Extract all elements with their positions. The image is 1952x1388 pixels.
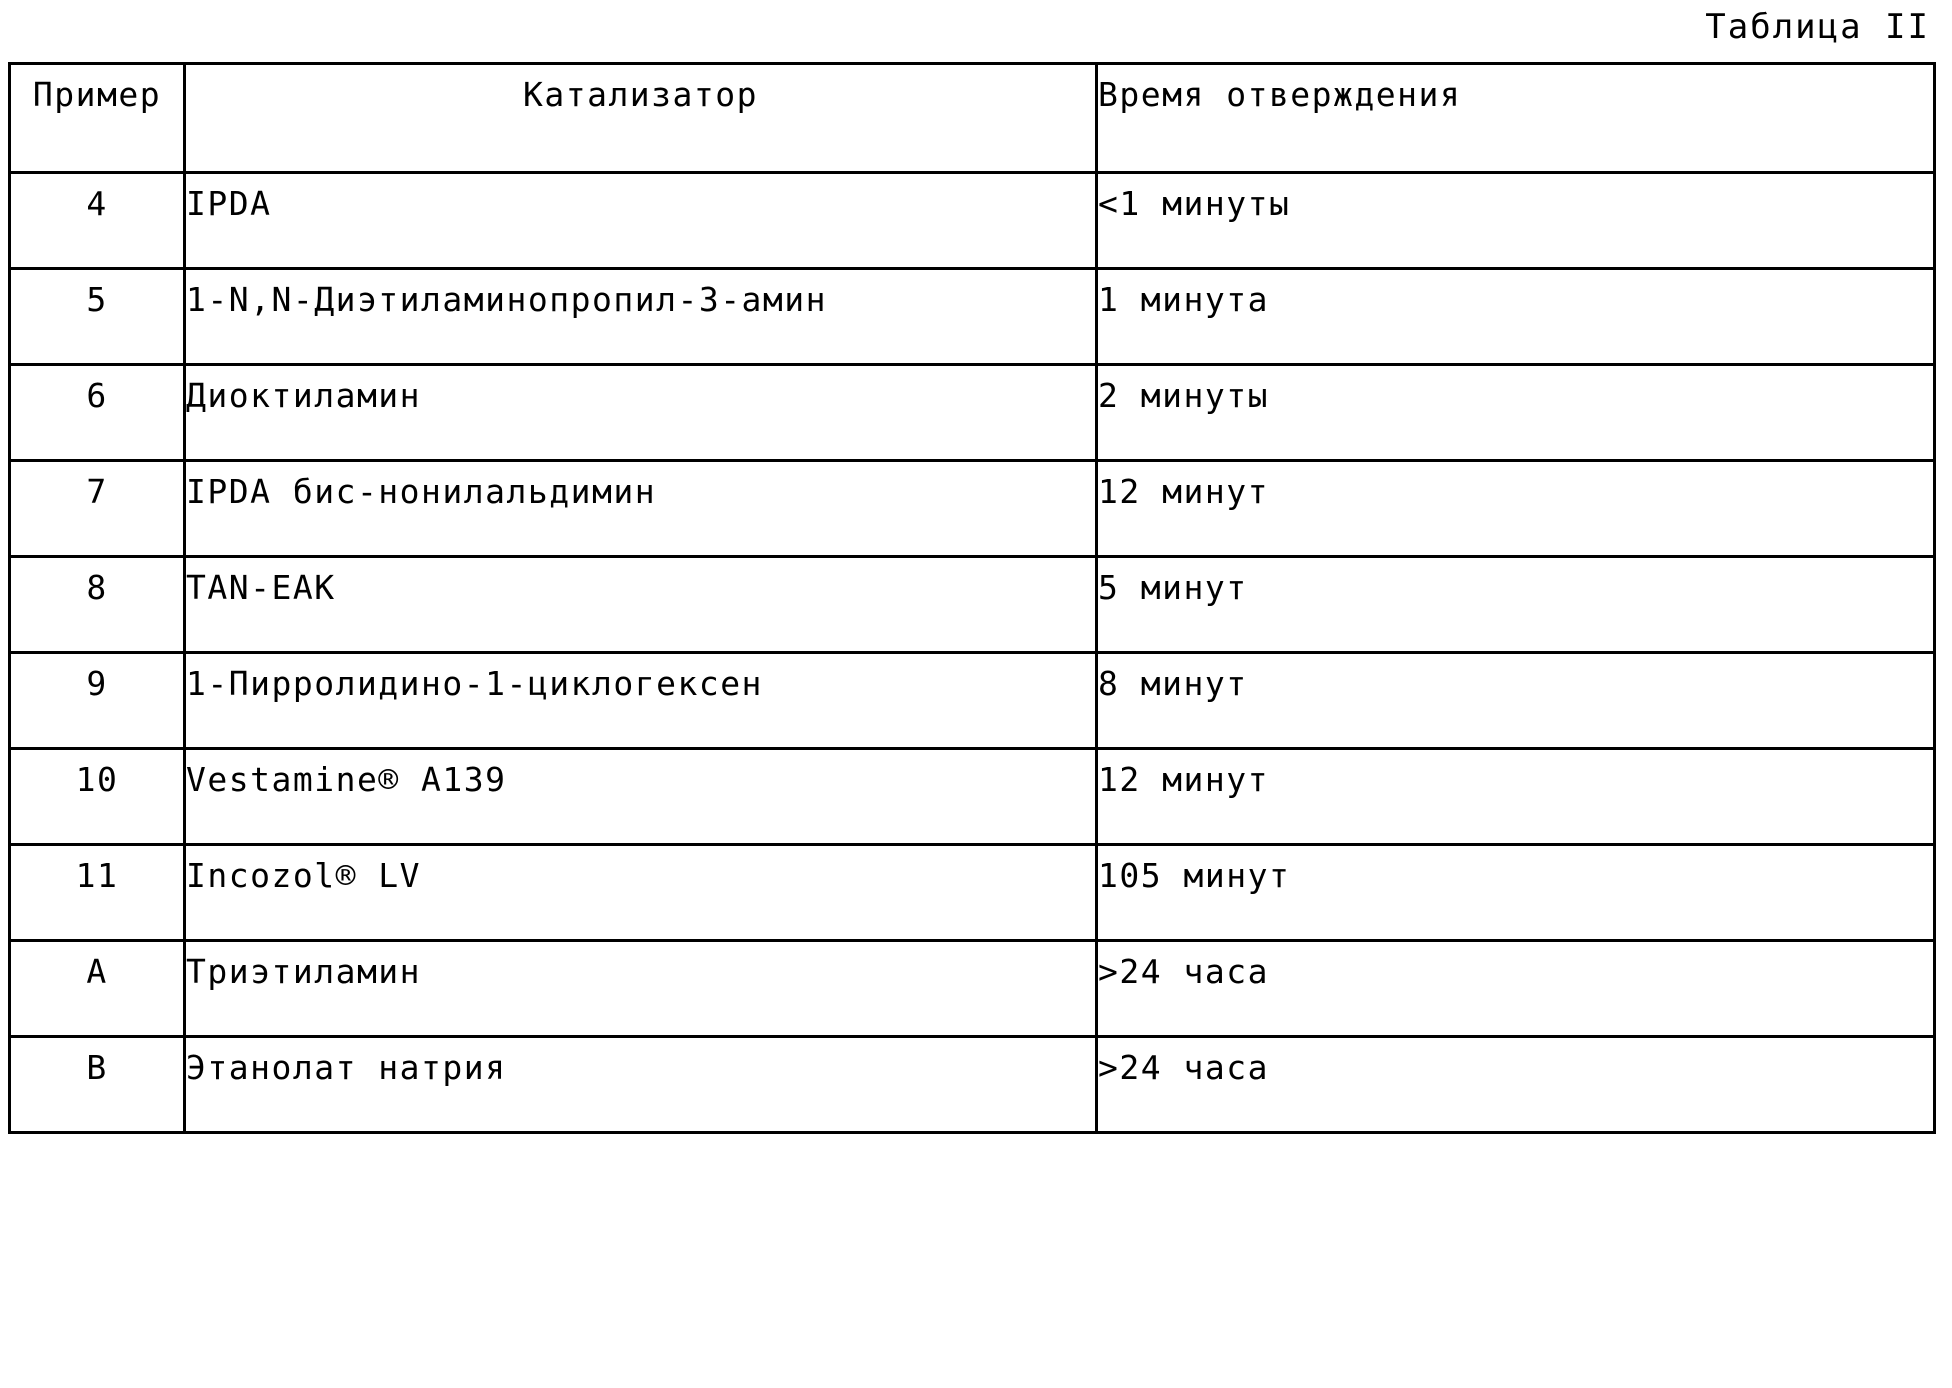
table-row: 10 Vestamine® A139 12 минут <box>10 749 1935 845</box>
cell-cure-time: 12 минут <box>1097 461 1935 557</box>
cell-example: 8 <box>10 557 185 653</box>
cell-example: 10 <box>10 749 185 845</box>
cell-cure-time: 8 минут <box>1097 653 1935 749</box>
column-header-cure-time: Время отверждения <box>1097 64 1935 173</box>
column-header-example: Пример <box>10 64 185 173</box>
cell-catalyst: IPDA бис-нонилальдимин <box>185 461 1097 557</box>
cell-cure-time: 2 минуты <box>1097 365 1935 461</box>
cell-example: B <box>10 1037 185 1133</box>
table-row: 9 1-Пирролидино-1-циклогексен 8 минут <box>10 653 1935 749</box>
cell-cure-time: 5 минут <box>1097 557 1935 653</box>
table-row: 11 Incozol® LV 105 минут <box>10 845 1935 941</box>
column-header-catalyst: Катализатор <box>185 64 1097 173</box>
cell-example: 5 <box>10 269 185 365</box>
table-header-row: Пример Катализатор Время отверждения <box>10 64 1935 173</box>
cell-example: 9 <box>10 653 185 749</box>
table-row: 8 TAN-EAK 5 минут <box>10 557 1935 653</box>
table-caption: Таблица II <box>0 6 1930 48</box>
cell-cure-time: 1 минута <box>1097 269 1935 365</box>
cell-example: 6 <box>10 365 185 461</box>
cell-catalyst: Этанолат натрия <box>185 1037 1097 1133</box>
cell-cure-time: >24 часа <box>1097 941 1935 1037</box>
cell-example: 4 <box>10 173 185 269</box>
table-row: B Этанолат натрия >24 часа <box>10 1037 1935 1133</box>
cell-cure-time: 12 минут <box>1097 749 1935 845</box>
cell-catalyst: Vestamine® A139 <box>185 749 1097 845</box>
table-header: Пример Катализатор Время отверждения <box>10 64 1935 173</box>
cell-example: 7 <box>10 461 185 557</box>
cell-catalyst: Триэтиламин <box>185 941 1097 1037</box>
cell-catalyst: 1-N,N-Диэтиламинопропил-3-амин <box>185 269 1097 365</box>
cell-catalyst: Incozol® LV <box>185 845 1097 941</box>
cell-cure-time: 105 минут <box>1097 845 1935 941</box>
cell-example: A <box>10 941 185 1037</box>
cell-cure-time: <1 минуты <box>1097 173 1935 269</box>
table-row: A Триэтиламин >24 часа <box>10 941 1935 1037</box>
table-row: 7 IPDA бис-нонилальдимин 12 минут <box>10 461 1935 557</box>
cell-catalyst: Диоктиламин <box>185 365 1097 461</box>
cell-cure-time: >24 часа <box>1097 1037 1935 1133</box>
cell-catalyst: IPDA <box>185 173 1097 269</box>
cell-catalyst: 1-Пирролидино-1-циклогексен <box>185 653 1097 749</box>
cell-catalyst: TAN-EAK <box>185 557 1097 653</box>
table-row: 4 IPDA <1 минуты <box>10 173 1935 269</box>
table-row: 6 Диоктиламин 2 минуты <box>10 365 1935 461</box>
document-page: Таблица II Пример Катализатор Время отве… <box>0 0 1952 1388</box>
table-row: 5 1-N,N-Диэтиламинопропил-3-амин 1 минут… <box>10 269 1935 365</box>
results-table: Пример Катализатор Время отверждения 4 I… <box>8 62 1936 1134</box>
cell-example: 11 <box>10 845 185 941</box>
table-body: 4 IPDA <1 минуты 5 1-N,N-Диэтиламинопроп… <box>10 173 1935 1133</box>
